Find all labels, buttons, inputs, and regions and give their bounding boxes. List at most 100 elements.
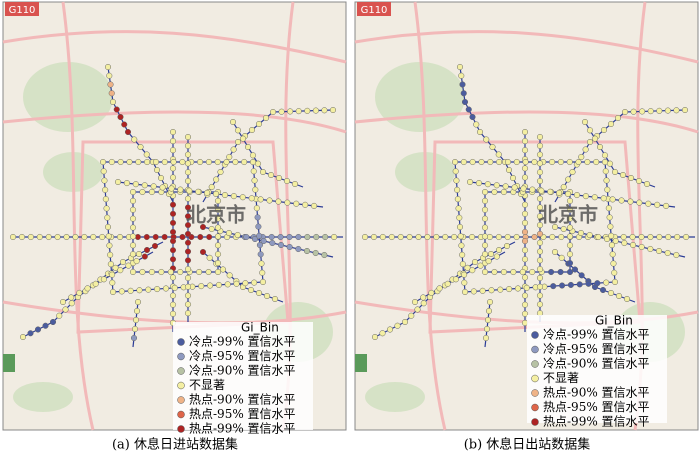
station [466,178,474,186]
station [566,206,574,213]
station [137,143,144,151]
station [133,307,141,315]
legend-label: 不显著 [189,378,225,392]
station [251,177,258,184]
station [456,214,463,221]
station [549,158,556,166]
station [500,188,507,196]
station [295,108,302,115]
station [547,188,554,195]
station [655,247,663,255]
station [521,301,529,308]
station [635,177,643,185]
green-area [13,382,73,412]
legend-label: 冷点-95% 置信水平 [543,342,650,356]
station [254,214,261,221]
station [141,182,148,189]
station [251,235,259,243]
station [313,233,320,241]
station [493,182,500,189]
station [578,153,585,161]
station [521,256,529,263]
station [241,158,248,166]
station [496,158,503,166]
station [196,268,203,276]
road-label: G110 [9,5,36,16]
station [322,233,329,241]
map-label: 北京市 [538,203,598,227]
station [476,128,484,136]
station [104,214,111,221]
station [234,231,241,239]
station [107,261,114,268]
station [485,307,493,315]
station [477,262,484,269]
station [108,158,115,166]
station [424,233,431,241]
station [239,194,246,201]
station [184,160,192,167]
station [107,251,114,258]
station [139,188,146,196]
legend-title: Gi_Bin [241,321,279,335]
station [144,158,151,166]
station [136,287,143,294]
legend-swatch [531,345,539,354]
station [45,233,52,241]
station [379,330,386,337]
station [92,280,99,287]
station [566,197,574,204]
station [591,194,598,201]
station [101,177,108,184]
station [162,285,169,292]
station [609,196,616,203]
station [566,268,574,276]
station [577,229,585,237]
station [591,135,599,142]
legend-box [173,322,313,430]
station [615,292,623,300]
station [536,213,544,220]
station [566,224,574,231]
station [109,288,117,296]
station [302,201,309,208]
station [457,233,464,240]
legend-label: 冷点-95% 置信水平 [189,349,296,363]
station [497,286,504,293]
station [487,158,494,166]
station [415,233,422,241]
station [225,229,233,237]
station [286,233,293,241]
station [103,205,110,212]
station [184,248,192,255]
station [126,158,133,166]
station [656,107,663,114]
station [609,251,616,258]
road-sign [357,2,391,16]
station [195,188,202,195]
station [184,257,192,264]
station [582,193,589,200]
station [217,168,224,176]
station [197,233,204,241]
station [451,158,459,166]
station [531,158,538,166]
station [249,158,257,166]
legend-label: 热点-90% 置信水平 [189,393,296,407]
station [521,210,529,217]
station [161,158,168,166]
station [618,197,625,204]
station [556,189,563,196]
exit-sign [355,354,367,372]
station [131,325,139,333]
station [244,143,252,151]
station [536,248,544,255]
station [473,121,480,128]
road [61,1,95,431]
station [259,278,267,286]
station [521,219,529,226]
station [620,233,627,241]
station [169,301,177,308]
station [603,177,610,184]
